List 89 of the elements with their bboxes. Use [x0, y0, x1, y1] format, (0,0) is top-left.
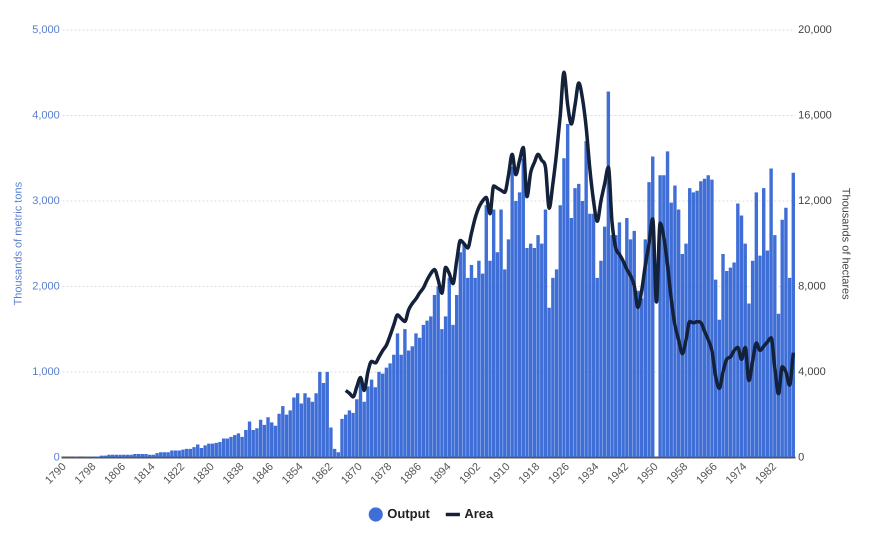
bar	[692, 192, 696, 457]
bar	[226, 438, 230, 457]
bar	[566, 124, 570, 457]
y-tick-label: 2,000	[32, 280, 60, 292]
bar	[769, 168, 773, 457]
bar	[477, 260, 481, 457]
bar	[236, 433, 240, 457]
bar	[188, 448, 192, 457]
bar	[136, 454, 140, 457]
bar	[573, 188, 577, 457]
bar	[462, 244, 466, 457]
bar	[318, 372, 322, 457]
bar	[484, 205, 488, 457]
bar	[281, 406, 285, 457]
bar	[155, 453, 159, 457]
bar	[606, 92, 610, 457]
bar	[140, 454, 144, 457]
bar	[425, 320, 429, 457]
bar	[348, 410, 352, 457]
bar	[144, 454, 148, 457]
bar	[706, 175, 710, 457]
bar	[133, 454, 137, 457]
legend-label: Output	[387, 506, 431, 522]
bar	[736, 204, 740, 457]
y-axis-title: Thousands of metric tons	[12, 181, 25, 306]
bar	[159, 452, 162, 457]
bar	[384, 368, 388, 457]
bar	[214, 442, 218, 457]
y2-tick-label: 12,000	[798, 194, 832, 207]
line-series	[344, 70, 796, 399]
y2-tick-label: 20,000	[798, 24, 832, 36]
bar	[492, 209, 496, 457]
bar	[403, 329, 407, 457]
bar	[754, 192, 758, 457]
bar	[162, 452, 166, 457]
bar	[510, 166, 514, 457]
bar	[699, 181, 703, 457]
bar	[207, 444, 211, 457]
bar	[762, 188, 766, 457]
y-tick-label: 1,000	[32, 366, 60, 378]
bar	[222, 438, 226, 457]
bar	[200, 448, 204, 457]
bar	[174, 450, 178, 457]
bar	[344, 414, 348, 457]
bar	[448, 278, 451, 457]
bar	[292, 398, 296, 457]
bar	[522, 158, 525, 457]
y-tick-label: 0	[54, 451, 60, 464]
bar	[618, 222, 622, 457]
bar	[170, 450, 174, 457]
bar	[192, 447, 196, 457]
bar	[196, 444, 200, 457]
bar	[178, 450, 181, 457]
bar	[436, 286, 440, 457]
bar	[370, 380, 374, 457]
bar	[166, 452, 170, 457]
bar	[210, 444, 214, 457]
y-tick-label: 5,000	[32, 24, 60, 36]
bar	[784, 208, 788, 457]
bar	[181, 450, 185, 457]
bar	[584, 141, 588, 457]
bar	[422, 324, 426, 457]
y2-axis-title: Thousands of hectares	[839, 188, 852, 300]
bar	[673, 186, 677, 457]
bar	[528, 244, 532, 457]
bar	[218, 442, 222, 457]
bar	[688, 188, 692, 457]
y2-tick-label: 8,000	[798, 280, 826, 292]
y2-tick-label: 0	[798, 451, 804, 464]
bar	[710, 180, 714, 457]
bar	[296, 393, 300, 457]
y2-tick-label: 4,000	[798, 366, 826, 378]
y2-tick-label: 16,000	[798, 110, 832, 122]
bar	[536, 235, 540, 457]
bar	[258, 420, 262, 457]
bar	[233, 435, 236, 457]
bar	[499, 209, 503, 457]
legend-label: Area	[464, 506, 494, 522]
y-tick-label: 4,000	[32, 110, 60, 122]
bar	[184, 448, 188, 457]
bar	[632, 230, 636, 457]
bar	[592, 214, 596, 457]
bar	[203, 445, 207, 457]
bar	[307, 398, 310, 457]
bar	[625, 218, 629, 457]
bar	[326, 372, 329, 457]
bar	[792, 172, 796, 457]
y-tick-label: 3,000	[32, 194, 60, 207]
bar	[577, 184, 580, 457]
